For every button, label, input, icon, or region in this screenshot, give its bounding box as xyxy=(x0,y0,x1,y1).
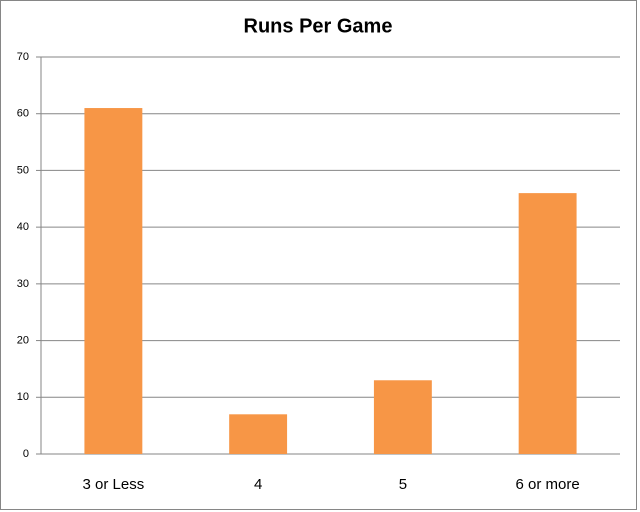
bar xyxy=(229,414,288,454)
y-tick-label: 30 xyxy=(17,278,29,290)
y-tick-label: 50 xyxy=(17,164,29,176)
x-tick-label: 5 xyxy=(399,476,407,493)
y-tick-label: 60 xyxy=(17,108,29,120)
y-tick-label: 10 xyxy=(17,391,29,403)
bar xyxy=(84,108,143,455)
bar xyxy=(373,380,432,454)
y-tick-label: 0 xyxy=(23,448,29,460)
x-tick-label: 4 xyxy=(254,476,262,493)
y-tick-label: 40 xyxy=(17,221,29,233)
x-tick-label: 6 or more xyxy=(516,476,580,493)
y-tick-label: 20 xyxy=(17,334,29,346)
chart-title: Runs Per Game xyxy=(244,15,393,37)
bar xyxy=(518,193,577,454)
x-tick-label: 3 or Less xyxy=(83,476,145,493)
y-tick-label: 70 xyxy=(17,51,29,63)
